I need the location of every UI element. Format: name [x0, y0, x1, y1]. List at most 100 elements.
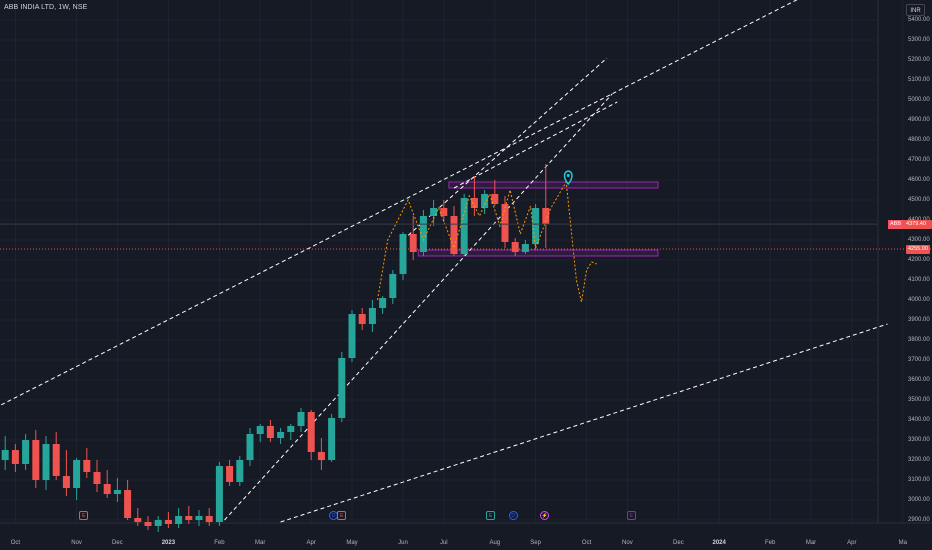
time-tick-label: 2023 [161, 540, 176, 546]
price-axis[interactable]: 2900.00 3000.00 3100.00 3200.00 3300.00 3400.… [878, 0, 932, 523]
price-tick-label: 5200.00 [908, 57, 930, 63]
price-tick-label: 4000.00 [908, 297, 930, 303]
candle-body [22, 440, 30, 464]
chart-grid [0, 0, 932, 524]
candle-body [379, 298, 387, 308]
horizontal-line-label: 4255.00 [906, 244, 930, 254]
candle-body [542, 208, 550, 224]
candle-body [42, 444, 50, 480]
price-tick-label: 4700.00 [908, 157, 930, 163]
candle-body [113, 490, 121, 494]
price-tick-label: 4500.00 [908, 197, 930, 203]
overlays [0, 170, 932, 250]
price-tick-label: 3400.00 [908, 417, 930, 423]
time-tick-label: Apr [306, 540, 316, 546]
candle-body [328, 418, 336, 460]
candle-body [52, 444, 60, 476]
candle-body [501, 204, 509, 242]
time-tick-label: Apr [847, 540, 857, 546]
time-tick-label: Mar [805, 540, 817, 546]
candle-body [134, 518, 142, 522]
candle-body [175, 516, 183, 524]
projection-line [377, 180, 597, 303]
resistance-zone [448, 181, 659, 189]
time-axis[interactable]: Oct Nov Dec 2023 Feb Mar Apr May Jun Jul Aug Sep Oct… [0, 536, 932, 550]
price-tick-label: 3900.00 [908, 317, 930, 323]
time-tick-label: 2024 [712, 540, 726, 546]
time-tick-label: Dec [112, 540, 123, 546]
price-tick-label: 4600.00 [908, 177, 930, 183]
candle-body [409, 234, 417, 252]
time-tick-label: Jun [398, 540, 408, 546]
candle-body [164, 520, 172, 524]
event-marker[interactable]: E [337, 511, 347, 520]
candle-body [226, 466, 234, 482]
candle-body [358, 314, 366, 324]
candle-body [491, 194, 499, 204]
time-tick-label: Nov [71, 540, 82, 546]
price-tick-label: 4200.00 [908, 257, 930, 263]
time-tick-label: Sep [530, 540, 541, 546]
candle-body [419, 216, 427, 252]
price-tick-label: 5000.00 [908, 97, 930, 103]
price-tick-label: 4300.00 [908, 237, 930, 243]
time-tick-label: May [346, 540, 358, 546]
candle-body [154, 520, 162, 526]
support-zone [417, 249, 659, 257]
price-tick-label: 3700.00 [908, 357, 930, 363]
last-price-symbol: ABB [888, 219, 904, 229]
projection-path [377, 180, 597, 303]
candle-body [62, 476, 70, 488]
price-tick-label: 3200.00 [908, 457, 930, 463]
wedge-lower-line [224, 93, 613, 521]
event-marker[interactable]: E [486, 511, 496, 520]
price-tick-label: 3500.00 [908, 397, 930, 403]
candle-body [215, 466, 223, 522]
time-tick-label: Dec [673, 540, 684, 546]
candle-body [11, 450, 19, 464]
time-tick-label: Mar [255, 540, 266, 546]
candle-body [521, 244, 529, 252]
candle-body [83, 460, 91, 472]
price-tick-label: 3100.00 [908, 477, 930, 483]
price-tick-label: 5100.00 [908, 77, 930, 83]
candle-body [450, 216, 458, 254]
candle-body [73, 460, 81, 488]
event-marker[interactable]: E [626, 511, 636, 520]
candle-body [511, 242, 519, 252]
symbol-title[interactable]: ABB INDIA LTD, 1W, NSE [4, 4, 88, 11]
lower-channel-line [280, 323, 888, 523]
currency-badge[interactable]: INR [906, 4, 925, 16]
candle-body [103, 484, 111, 494]
candle-body [185, 516, 193, 520]
candle-body [246, 434, 254, 460]
price-tick-label: 4900.00 [908, 117, 930, 123]
candle-body [317, 452, 325, 460]
candle-body [338, 358, 346, 418]
candle-body [1, 450, 9, 460]
candle-body [266, 426, 274, 438]
candles [1, 164, 550, 532]
candle-body [440, 208, 448, 216]
channel-mid-line [453, 101, 618, 189]
candle-body [297, 412, 305, 426]
upper-channel-line [0, 0, 798, 407]
candle-body [256, 426, 264, 434]
time-tick-label: Ma [898, 540, 907, 546]
event-marker[interactable]: D [508, 511, 518, 520]
location-pin-icon [563, 170, 573, 186]
price-tick-label: 4800.00 [908, 137, 930, 143]
event-marker[interactable]: E [79, 511, 89, 520]
candle-body [399, 234, 407, 274]
candle-body [368, 308, 376, 324]
time-tick-label: Oct [10, 540, 21, 546]
last-price-label: ABB 4379.40 [888, 219, 932, 229]
candle-body [236, 460, 244, 482]
time-tick-label: Feb [214, 540, 225, 546]
candle-body [124, 490, 132, 518]
event-marker[interactable]: ⚡ [540, 511, 550, 520]
candle-body [93, 472, 101, 484]
time-tick-label: Aug [489, 540, 501, 546]
candle-body [348, 314, 356, 358]
